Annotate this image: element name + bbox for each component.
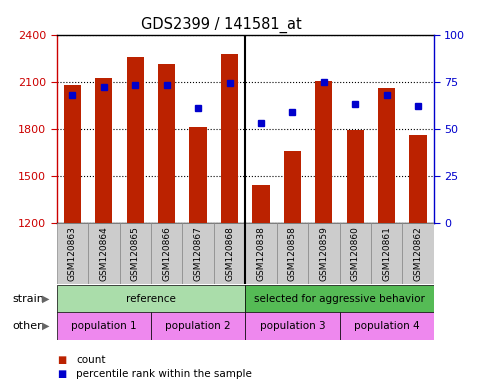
Bar bbox=[245, 223, 277, 284]
Text: selected for aggressive behavior: selected for aggressive behavior bbox=[254, 294, 425, 304]
Text: population 3: population 3 bbox=[260, 321, 325, 331]
Bar bbox=[221, 54, 238, 223]
Bar bbox=[315, 81, 332, 223]
Bar bbox=[340, 312, 434, 340]
Text: count: count bbox=[76, 355, 106, 365]
Bar bbox=[182, 223, 214, 284]
Text: GSM120862: GSM120862 bbox=[414, 226, 423, 281]
Bar bbox=[245, 312, 340, 340]
Text: GSM120867: GSM120867 bbox=[194, 226, 203, 281]
Bar bbox=[378, 88, 395, 223]
Text: population 2: population 2 bbox=[165, 321, 231, 331]
Bar bbox=[151, 223, 182, 284]
Text: population 1: population 1 bbox=[71, 321, 137, 331]
Bar bbox=[119, 223, 151, 284]
Bar bbox=[402, 223, 434, 284]
Bar bbox=[57, 285, 245, 313]
Text: GSM120865: GSM120865 bbox=[131, 226, 140, 281]
Bar bbox=[308, 223, 340, 284]
Bar bbox=[284, 151, 301, 223]
Text: population 4: population 4 bbox=[354, 321, 420, 331]
Text: GSM120864: GSM120864 bbox=[99, 226, 108, 281]
Bar bbox=[151, 312, 245, 340]
Bar bbox=[95, 78, 112, 223]
Bar bbox=[340, 223, 371, 284]
Text: GSM120859: GSM120859 bbox=[319, 226, 328, 281]
Text: ▶: ▶ bbox=[42, 294, 49, 304]
Text: GDS2399 / 141581_at: GDS2399 / 141581_at bbox=[141, 17, 302, 33]
Bar bbox=[88, 223, 119, 284]
Bar bbox=[214, 223, 246, 284]
Text: GSM120861: GSM120861 bbox=[382, 226, 391, 281]
Text: other: other bbox=[12, 321, 42, 331]
Text: percentile rank within the sample: percentile rank within the sample bbox=[76, 369, 252, 379]
Bar bbox=[347, 130, 364, 223]
Text: ▶: ▶ bbox=[42, 321, 49, 331]
Text: reference: reference bbox=[126, 294, 176, 304]
Text: GSM120866: GSM120866 bbox=[162, 226, 171, 281]
Bar bbox=[158, 64, 176, 223]
Bar bbox=[64, 85, 81, 223]
Text: GSM120863: GSM120863 bbox=[68, 226, 77, 281]
Bar bbox=[277, 223, 308, 284]
Text: GSM120858: GSM120858 bbox=[288, 226, 297, 281]
Text: ■: ■ bbox=[57, 355, 66, 365]
Bar bbox=[57, 312, 151, 340]
Text: GSM120838: GSM120838 bbox=[256, 226, 266, 281]
Bar bbox=[371, 223, 402, 284]
Text: strain: strain bbox=[12, 294, 44, 304]
Bar bbox=[410, 135, 427, 223]
Text: GSM120868: GSM120868 bbox=[225, 226, 234, 281]
Bar bbox=[57, 223, 88, 284]
Text: GSM120860: GSM120860 bbox=[351, 226, 360, 281]
Bar bbox=[127, 57, 144, 223]
Bar bbox=[245, 285, 434, 313]
Bar bbox=[189, 127, 207, 223]
Bar bbox=[252, 185, 270, 223]
Text: ■: ■ bbox=[57, 369, 66, 379]
